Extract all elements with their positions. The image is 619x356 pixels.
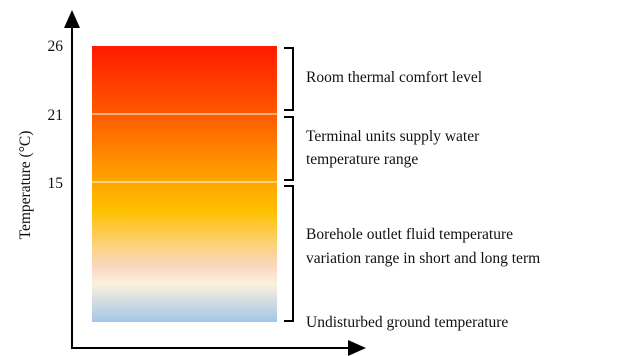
band-label-supply-line1: Terminal units supply water: [306, 128, 480, 145]
tick-label-26: 26: [48, 38, 64, 55]
tick-label-21: 21: [48, 107, 64, 124]
band-label-comfort: Room thermal comfort level: [306, 69, 482, 86]
tick-label-15: 15: [48, 175, 64, 192]
bracket-borehole: [284, 185, 294, 322]
bracket-supply-water: [284, 116, 294, 181]
y-axis-label: Temperature (°C): [17, 131, 34, 240]
bottom-label-undisturbed: Undisturbed ground temperature: [306, 314, 508, 331]
band-label-borehole-line1: Borehole outlet fluid temperature: [306, 226, 513, 243]
temperature-gradient-bar: [92, 46, 277, 322]
band-label-supply-line2: temperature range: [306, 151, 418, 168]
band-label-borehole-line2: variation range in short and long term: [306, 250, 540, 267]
bracket-comfort: [284, 47, 294, 111]
